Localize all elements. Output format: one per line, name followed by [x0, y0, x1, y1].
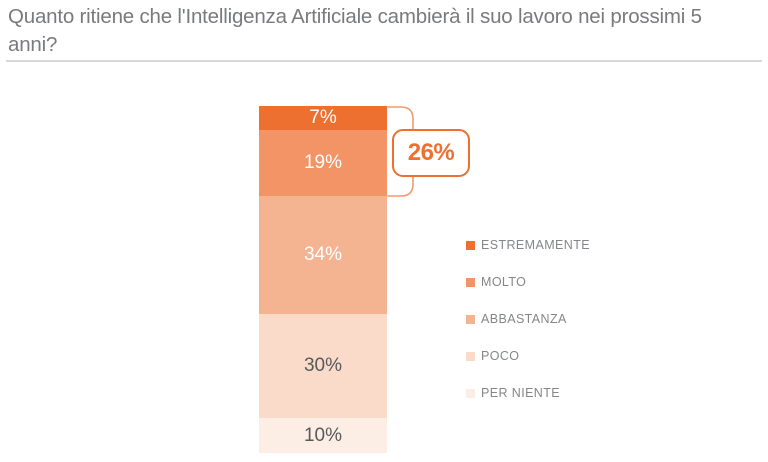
- legend-item-molto: MOLTO: [466, 275, 590, 289]
- bar-segment-molto: 19%: [259, 130, 387, 197]
- segment-data-label: 7%: [309, 107, 337, 129]
- segment-data-label: 30%: [303, 355, 343, 377]
- legend-swatch-icon: [466, 240, 475, 250]
- legend-label: MOLTO: [481, 275, 527, 289]
- legend-item-abbastanza: ABBASTANZA: [466, 312, 590, 326]
- segment-data-label: 19%: [303, 152, 343, 174]
- bar-segment-estremamente: 7%: [259, 106, 387, 131]
- segment-data-label: 10%: [303, 424, 343, 446]
- legend-label: PER NIENTE: [481, 386, 561, 400]
- legend-item-poco: POCO: [466, 349, 590, 363]
- callout-badge: 26%: [392, 129, 470, 177]
- callout-value: 26%: [407, 139, 455, 166]
- legend-swatch-icon: [466, 388, 475, 398]
- legend-label: ABBASTANZA: [481, 312, 567, 326]
- legend-label: ESTREMAMENTE: [481, 238, 590, 252]
- bar-segment-per-niente: 10%: [259, 418, 387, 453]
- title-divider: [6, 60, 762, 62]
- legend-swatch-icon: [466, 351, 475, 361]
- legend-swatch-icon: [466, 277, 475, 287]
- legend-label: POCO: [481, 349, 520, 363]
- bar-segment-abbastanza: 34%: [259, 196, 387, 315]
- stacked-bar: 7% 19% 34% 30% 10%: [259, 106, 387, 453]
- legend-item-per-niente: PER NIENTE: [466, 386, 590, 400]
- legend-swatch-icon: [466, 314, 475, 324]
- legend-item-estremamente: ESTREMAMENTE: [466, 238, 590, 252]
- page-title: Quanto ritiene che l'Intelligenza Artifi…: [8, 5, 702, 57]
- bar-segment-poco: 30%: [259, 314, 387, 419]
- chart-legend: ESTREMAMENTE MOLTO ABBASTANZA POCO PER NIENT…: [466, 238, 590, 423]
- segment-data-label: 34%: [303, 244, 343, 266]
